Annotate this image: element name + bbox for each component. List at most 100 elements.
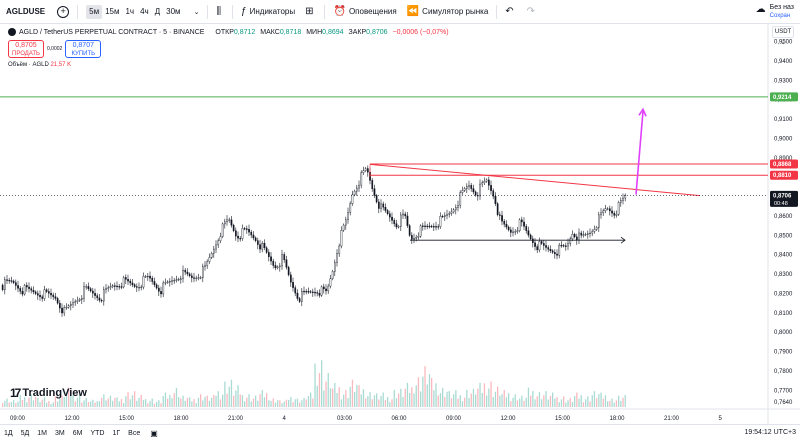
timeframe-3[interactable]: 4ч xyxy=(140,7,149,16)
grid-icon: ⊞ xyxy=(305,6,314,17)
undo-button[interactable]: ↶ xyxy=(500,0,521,24)
candle-body xyxy=(107,287,110,289)
candle-body xyxy=(96,295,99,299)
candle-body xyxy=(580,232,583,236)
volume-bar xyxy=(204,396,206,407)
volume-bar xyxy=(290,397,292,407)
volume-bar xyxy=(442,387,444,407)
redo-button[interactable]: ↷ xyxy=(522,0,543,24)
volume-bar xyxy=(576,392,578,407)
calendar-icon[interactable]: ▣ xyxy=(150,429,158,438)
chart-area[interactable]: 0,95000,94000,93000,92000,91000,90000,89… xyxy=(0,24,800,424)
candle-body xyxy=(591,231,594,234)
volume-bar xyxy=(461,401,464,407)
buy-button[interactable]: 0,8707 КУПИТЬ xyxy=(65,40,102,58)
volume-bar xyxy=(90,401,92,407)
volume-bar xyxy=(19,394,21,407)
range-1[interactable]: 5Д xyxy=(20,430,30,437)
candle-body xyxy=(312,291,314,293)
volume-bar xyxy=(149,400,151,407)
candle-body xyxy=(168,281,171,283)
candle-body xyxy=(111,285,114,287)
currency-selector[interactable]: USDT ⌄ xyxy=(772,26,794,46)
candle-body xyxy=(538,241,541,251)
candle-body xyxy=(138,286,140,289)
volume-bar xyxy=(109,395,112,407)
candle-body xyxy=(404,213,407,217)
candle-body xyxy=(259,244,261,250)
volume-bar xyxy=(503,390,505,407)
indicators-button[interactable]: ƒ Индикаторы xyxy=(236,0,300,24)
candle-body xyxy=(177,278,180,281)
candle-body xyxy=(120,286,123,288)
price-label-bg-1 xyxy=(770,159,798,169)
volume-bar xyxy=(488,388,490,407)
volume-bar xyxy=(439,393,442,407)
volume-bar xyxy=(184,400,186,407)
sell-button[interactable]: 0,8705 ПРОДАТЬ xyxy=(8,40,44,58)
volume-bar xyxy=(578,398,580,407)
candle-body xyxy=(534,242,536,247)
candle-body xyxy=(483,181,486,183)
volume-bar xyxy=(6,398,8,407)
timeframe-dropdown[interactable]: ⌄ xyxy=(189,0,205,24)
layouts-button[interactable]: ⊞ xyxy=(300,0,321,24)
candle-body xyxy=(6,279,8,281)
volume-bar xyxy=(123,403,125,407)
volume-bar xyxy=(239,394,241,407)
buy-label: КУПИТЬ xyxy=(71,51,96,57)
magenta-arrowhead xyxy=(638,107,647,117)
candle-body xyxy=(569,238,572,244)
alerts-button[interactable]: ⏰ Оповещения xyxy=(328,0,401,24)
close-value: 0,8706 xyxy=(366,28,388,36)
range-0[interactable]: 1Д xyxy=(4,430,13,437)
candle-body xyxy=(353,190,356,195)
volume-bar xyxy=(173,393,175,407)
volume-bar xyxy=(519,398,521,407)
time-tick-3: 18:00 xyxy=(174,416,190,422)
candle-body xyxy=(245,228,248,230)
compare-button[interactable]: + xyxy=(50,0,74,24)
timeframe-5[interactable]: 30м xyxy=(166,7,181,16)
timeframe-4[interactable]: Д xyxy=(154,7,161,16)
range-6[interactable]: 1Г xyxy=(112,430,121,437)
candle-body xyxy=(602,210,605,214)
range-3[interactable]: 3М xyxy=(55,430,65,437)
candle-body xyxy=(611,210,613,214)
volume-bar xyxy=(283,401,285,407)
timeframe-0[interactable]: 5м xyxy=(86,4,103,19)
volume-bar xyxy=(294,399,296,407)
candle-body xyxy=(85,286,88,288)
range-7[interactable]: Все xyxy=(128,430,141,437)
candle-body xyxy=(160,291,162,295)
candle-body xyxy=(615,214,618,216)
candle-body xyxy=(94,293,96,296)
range-4[interactable]: 6М xyxy=(72,430,83,437)
candle-body xyxy=(290,274,292,283)
volume-bar xyxy=(98,401,101,407)
range-2[interactable]: 1М xyxy=(37,430,48,437)
price-chart[interactable]: 0,95000,94000,93000,92000,91000,90000,89… xyxy=(0,24,800,424)
layout-save-button[interactable]: ☁ Без наз Сохран xyxy=(756,3,794,21)
symbol-search[interactable]: AGLDUSE xyxy=(6,7,46,16)
candle-body xyxy=(444,215,446,217)
candle-body xyxy=(292,282,294,288)
volume-bar xyxy=(147,403,149,407)
volume-bar xyxy=(486,395,488,407)
volume-bar xyxy=(367,396,369,407)
price-tick-5: 0,9000 xyxy=(774,136,793,142)
volume-bar xyxy=(270,400,272,407)
chart-type-button[interactable]: ⫼ xyxy=(211,0,229,24)
volume-bar xyxy=(312,398,314,407)
timeframe-1[interactable]: 15м xyxy=(105,7,120,16)
range-5[interactable]: YTD xyxy=(90,430,105,437)
indicators-label: Индикаторы xyxy=(249,7,296,16)
replay-button[interactable]: ⏪ Симулятор рынка xyxy=(402,0,494,24)
volume-bar xyxy=(41,399,43,407)
price-tick-15: 0,8000 xyxy=(774,330,793,336)
candle-body xyxy=(59,302,61,309)
open-label: ОТКР xyxy=(215,28,234,36)
high-label: МАКС xyxy=(260,28,280,36)
timeframe-2[interactable]: 1ч xyxy=(125,7,135,16)
volume-bar xyxy=(428,374,431,407)
